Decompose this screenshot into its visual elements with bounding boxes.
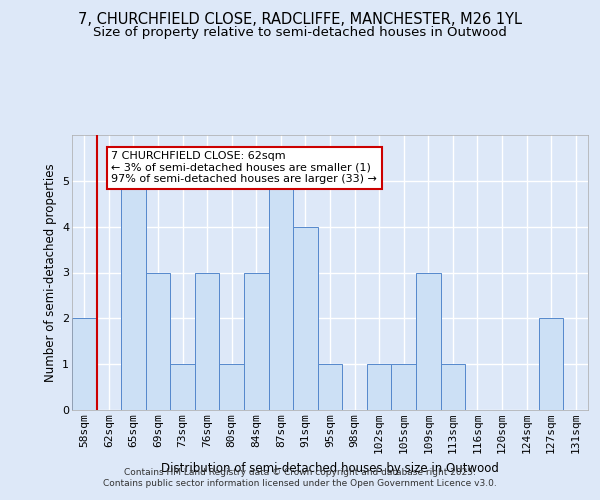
X-axis label: Distribution of semi-detached houses by size in Outwood: Distribution of semi-detached houses by … xyxy=(161,462,499,474)
Bar xyxy=(269,181,293,410)
Bar xyxy=(440,364,465,410)
Text: Contains HM Land Registry data © Crown copyright and database right 2025.
Contai: Contains HM Land Registry data © Crown c… xyxy=(103,468,497,487)
Bar xyxy=(244,272,269,410)
Bar xyxy=(318,364,342,410)
Bar xyxy=(367,364,391,410)
Bar xyxy=(539,318,563,410)
Bar xyxy=(391,364,416,410)
Bar xyxy=(220,364,244,410)
Y-axis label: Number of semi-detached properties: Number of semi-detached properties xyxy=(44,163,56,382)
Bar xyxy=(170,364,195,410)
Bar xyxy=(416,272,440,410)
Bar xyxy=(72,318,97,410)
Bar xyxy=(293,226,318,410)
Bar xyxy=(121,181,146,410)
Bar xyxy=(195,272,220,410)
Text: Size of property relative to semi-detached houses in Outwood: Size of property relative to semi-detach… xyxy=(93,26,507,39)
Text: 7 CHURCHFIELD CLOSE: 62sqm
← 3% of semi-detached houses are smaller (1)
97% of s: 7 CHURCHFIELD CLOSE: 62sqm ← 3% of semi-… xyxy=(112,151,377,184)
Text: 7, CHURCHFIELD CLOSE, RADCLIFFE, MANCHESTER, M26 1YL: 7, CHURCHFIELD CLOSE, RADCLIFFE, MANCHES… xyxy=(78,12,522,28)
Bar xyxy=(146,272,170,410)
